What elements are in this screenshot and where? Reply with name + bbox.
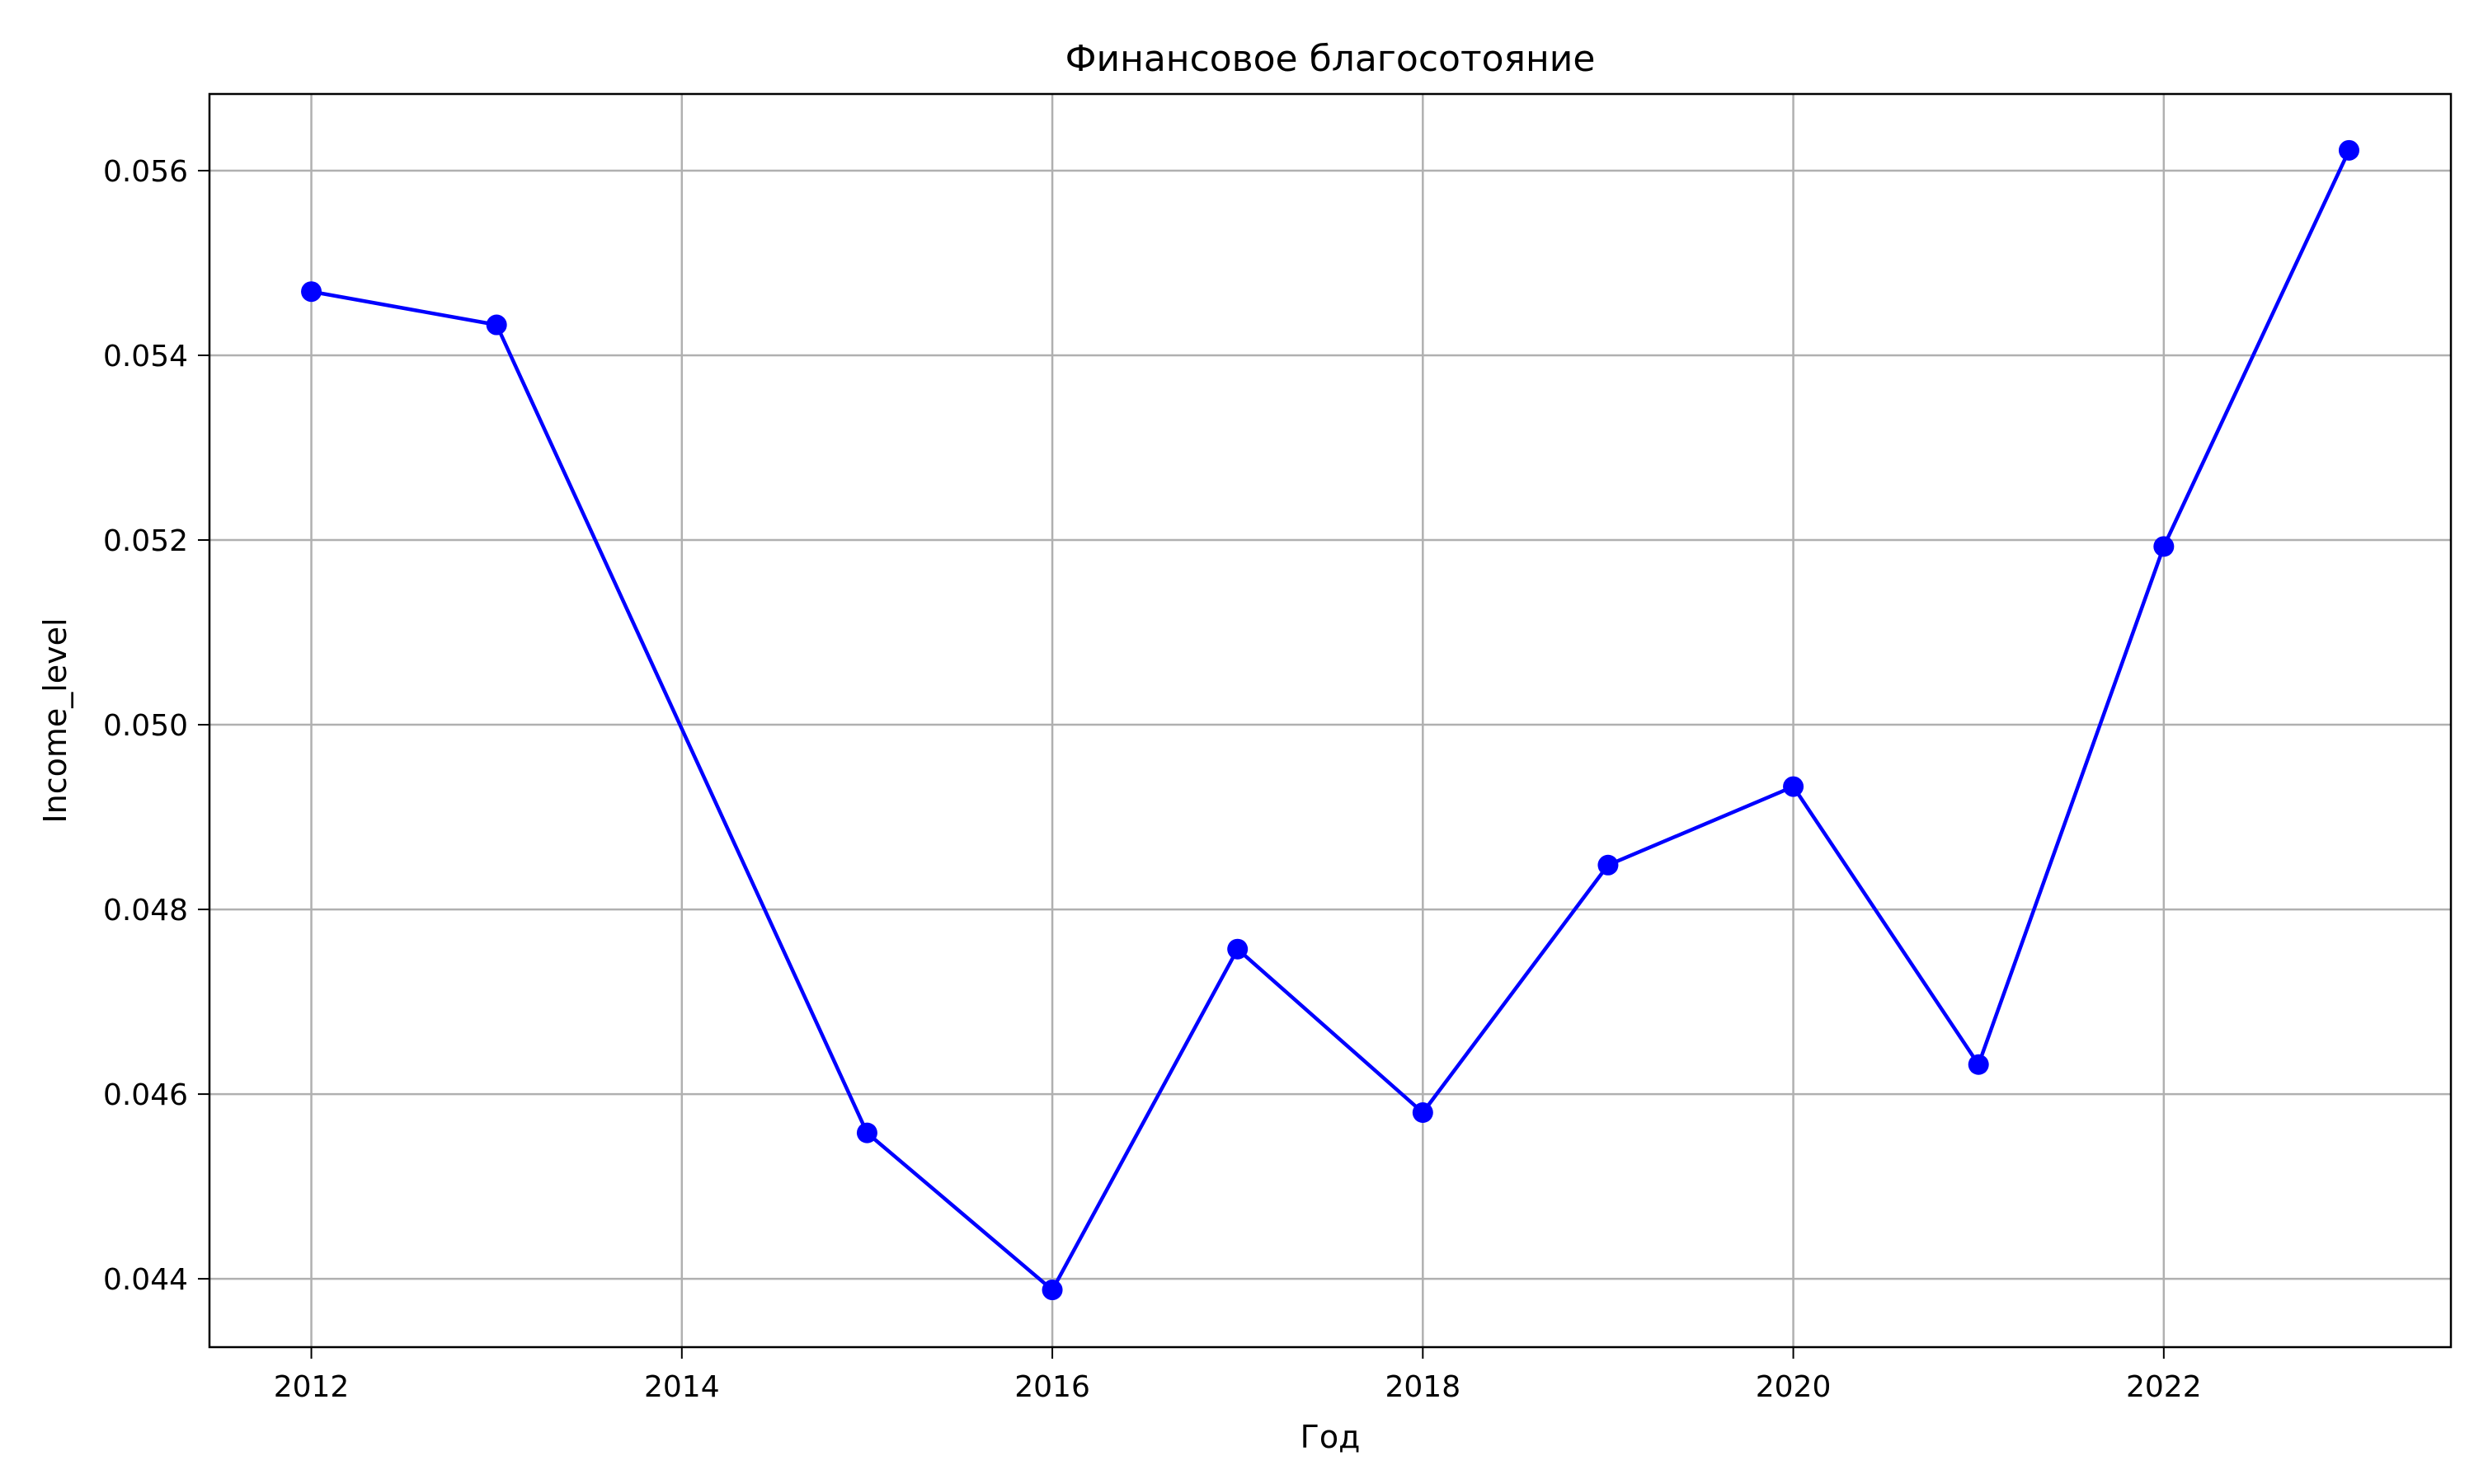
series-group [301, 139, 2359, 1301]
y-tick-label: 0.048 [103, 894, 188, 928]
x-tick-label: 2016 [1014, 1370, 1090, 1404]
x-tick-label: 2022 [2126, 1370, 2202, 1404]
data-point [856, 1122, 877, 1144]
data-point [1412, 1101, 1433, 1123]
data-point [1227, 938, 1249, 960]
chart-title: Финансовое благосотояние [1065, 38, 1596, 80]
x-tick-label: 2020 [1756, 1370, 1832, 1404]
x-tick-label: 2018 [1385, 1370, 1461, 1404]
axis-ticks: 2012 2014 2016 2018 2020 2022 0.044 0.046 0.048 0… [103, 155, 2202, 1404]
data-point [2338, 139, 2359, 161]
data-point [1783, 776, 1804, 797]
x-tick-label: 2012 [274, 1370, 350, 1404]
data-point [2153, 536, 2175, 557]
grid-lines [209, 94, 2451, 1347]
data-point [1597, 854, 1619, 876]
data-point [301, 281, 322, 303]
data-point [1042, 1280, 1063, 1301]
y-tick-label: 0.046 [103, 1078, 188, 1112]
y-tick-label: 0.044 [103, 1263, 188, 1297]
series-line [311, 149, 2351, 1292]
plot-frame [208, 92, 2453, 1349]
y-tick-label: 0.056 [103, 155, 188, 189]
data-point [486, 314, 507, 336]
data-point [1968, 1054, 1989, 1075]
y-axis-label: Income_level [37, 618, 73, 823]
x-axis-label: Год [1300, 1419, 1361, 1455]
y-tick-label: 0.050 [103, 709, 188, 743]
y-tick-label: 0.052 [103, 524, 188, 558]
y-tick-label: 0.054 [103, 340, 188, 373]
x-tick-label: 2014 [644, 1370, 720, 1404]
